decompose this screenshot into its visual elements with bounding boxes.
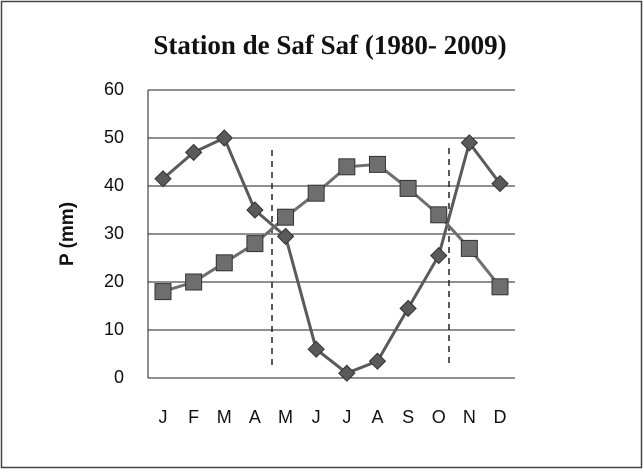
chart-title: Station de Saf Saf (1980- 2009)	[153, 30, 506, 60]
y-tick-label: 40	[104, 175, 124, 195]
diamond-marker	[491, 174, 509, 193]
y-tick-label: 0	[114, 367, 124, 387]
x-tick-label: A	[371, 407, 383, 427]
x-tick-label: M	[278, 407, 293, 427]
square-marker	[307, 184, 325, 202]
diamond-marker	[399, 299, 417, 318]
diamond-marker	[307, 340, 325, 358]
diamond-marker	[184, 143, 203, 162]
x-tick-label: D	[494, 407, 507, 427]
diamond-marker	[154, 170, 172, 188]
square-marker	[246, 235, 264, 253]
y-tick-label: 60	[104, 79, 124, 99]
square-marker	[277, 208, 295, 226]
x-tick-label: F	[188, 407, 199, 427]
x-tick-label: J	[312, 407, 321, 427]
x-tick-label: M	[217, 407, 232, 427]
square-marker	[338, 158, 356, 176]
square-marker	[185, 273, 203, 291]
y-tick-label: 50	[104, 127, 124, 147]
x-tick-label: S	[402, 407, 414, 427]
square-marker	[430, 206, 448, 224]
x-tick-label: J	[159, 407, 168, 427]
diamond-marker	[368, 352, 387, 370]
square-marker	[368, 155, 386, 173]
diamond-marker	[276, 227, 295, 246]
diamond-marker	[246, 201, 264, 219]
diamond-marker	[430, 246, 448, 265]
y-tick-label: 20	[104, 271, 124, 291]
x-tick-label: J	[342, 407, 351, 427]
diamond-marker	[460, 134, 479, 152]
diamond-marker	[338, 364, 356, 382]
square-marker	[215, 254, 233, 272]
diamond-marker	[215, 129, 233, 147]
square-marker	[460, 239, 478, 257]
y-axis-label: P (mm)	[57, 202, 78, 266]
square-marker	[491, 278, 509, 296]
y-tick-label: 30	[104, 223, 124, 243]
x-tick-label: A	[249, 407, 261, 427]
x-tick-label: N	[463, 407, 476, 427]
square-marker	[399, 179, 417, 197]
square-marker	[154, 283, 172, 301]
y-tick-label: 10	[104, 319, 124, 339]
x-tick-label: O	[432, 407, 446, 427]
